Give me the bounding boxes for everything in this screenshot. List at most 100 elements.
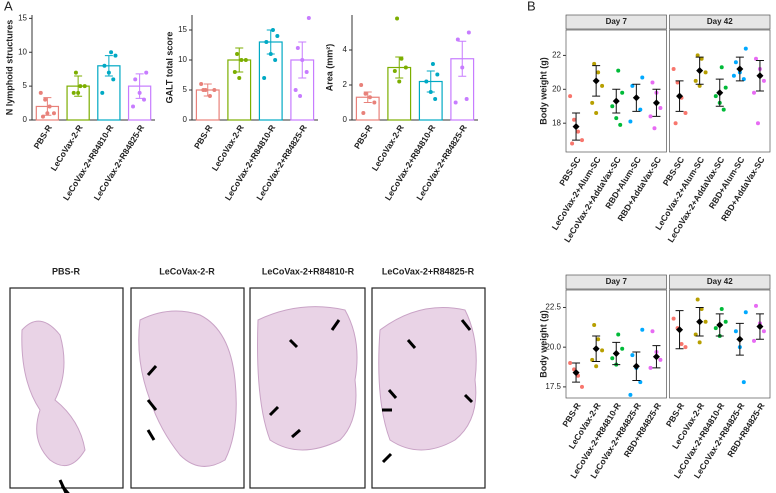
point: [45, 111, 50, 116]
point: [697, 340, 702, 345]
mean-marker: [612, 350, 620, 358]
facet-strip: [565, 14, 667, 30]
point: [723, 85, 728, 90]
mean-marker: [676, 326, 684, 334]
point: [131, 104, 136, 109]
point: [650, 80, 655, 85]
y-tick-label: 2: [343, 80, 348, 89]
arrow: [58, 319, 474, 493]
point: [648, 114, 653, 119]
point: [395, 16, 400, 21]
point: [76, 90, 81, 95]
mean-marker: [736, 335, 744, 343]
point: [142, 97, 147, 102]
point: [455, 37, 460, 42]
point: [38, 90, 43, 95]
point: [638, 380, 643, 385]
mean-marker: [632, 362, 640, 370]
y-tick-label: 22.5: [545, 303, 561, 312]
point: [616, 332, 621, 337]
point: [570, 141, 575, 146]
error-bar: [458, 40, 467, 77]
point: [144, 70, 149, 75]
y-tick-label: 0: [23, 115, 28, 124]
x-tick-label: PBS-R: [192, 123, 214, 151]
point: [733, 329, 738, 334]
x-tick-label: PBS-R: [31, 123, 53, 151]
point: [295, 46, 300, 50]
point: [300, 58, 305, 62]
panel-label: B: [527, 0, 536, 13]
y-tick-label: 0: [343, 115, 348, 124]
point: [579, 138, 584, 143]
point: [424, 79, 429, 84]
point: [610, 104, 615, 109]
point: [610, 356, 615, 361]
facet-title: Day 42: [707, 17, 733, 26]
point: [106, 70, 111, 75]
point: [71, 90, 76, 95]
y-tick-label: 10: [18, 47, 27, 56]
point: [693, 78, 698, 83]
point: [109, 50, 114, 55]
point: [752, 90, 757, 95]
point: [78, 84, 83, 89]
mean-marker: [592, 345, 600, 353]
point: [683, 345, 688, 350]
point: [741, 77, 746, 82]
point: [51, 111, 56, 116]
point: [590, 100, 595, 105]
point: [199, 82, 204, 86]
y-tick-label: 22: [552, 51, 561, 60]
point: [235, 52, 240, 56]
point: [761, 329, 766, 334]
point: [638, 107, 643, 112]
point: [100, 90, 105, 95]
mean-marker: [572, 123, 580, 131]
point: [428, 90, 433, 94]
point: [367, 95, 372, 100]
point: [359, 83, 364, 87]
point: [695, 297, 700, 302]
y-tick-label: 4: [343, 45, 348, 54]
point: [741, 380, 746, 385]
point: [572, 117, 577, 122]
y-tick-label: 15: [178, 25, 187, 34]
point: [268, 52, 273, 56]
point: [719, 65, 724, 70]
point: [620, 346, 625, 351]
point: [628, 392, 633, 397]
point: [630, 353, 635, 358]
point: [306, 16, 311, 20]
point: [658, 357, 663, 362]
point: [675, 80, 680, 85]
point: [568, 94, 573, 99]
mean-marker: [756, 72, 764, 80]
point: [430, 62, 435, 66]
histology-title: LeCoVax-2-R: [159, 266, 215, 276]
y-tick-label: 5: [23, 81, 28, 90]
point: [673, 121, 678, 126]
point: [43, 97, 48, 102]
point: [699, 307, 704, 312]
point: [243, 58, 248, 62]
point: [596, 70, 601, 75]
point: [264, 40, 269, 44]
point: [650, 329, 655, 334]
point: [435, 72, 440, 77]
point: [592, 61, 597, 66]
point: [699, 56, 704, 61]
point: [590, 357, 595, 362]
mean-marker: [716, 321, 724, 329]
point: [600, 348, 605, 353]
point: [201, 88, 206, 92]
point: [576, 129, 581, 134]
point: [628, 119, 633, 124]
point: [466, 30, 471, 35]
point: [614, 116, 619, 121]
y-tick-label: 0: [183, 115, 188, 124]
mean-marker: [696, 67, 704, 75]
y-tick-label: 18: [552, 118, 561, 127]
mean-marker: [676, 92, 684, 100]
point: [464, 97, 469, 101]
